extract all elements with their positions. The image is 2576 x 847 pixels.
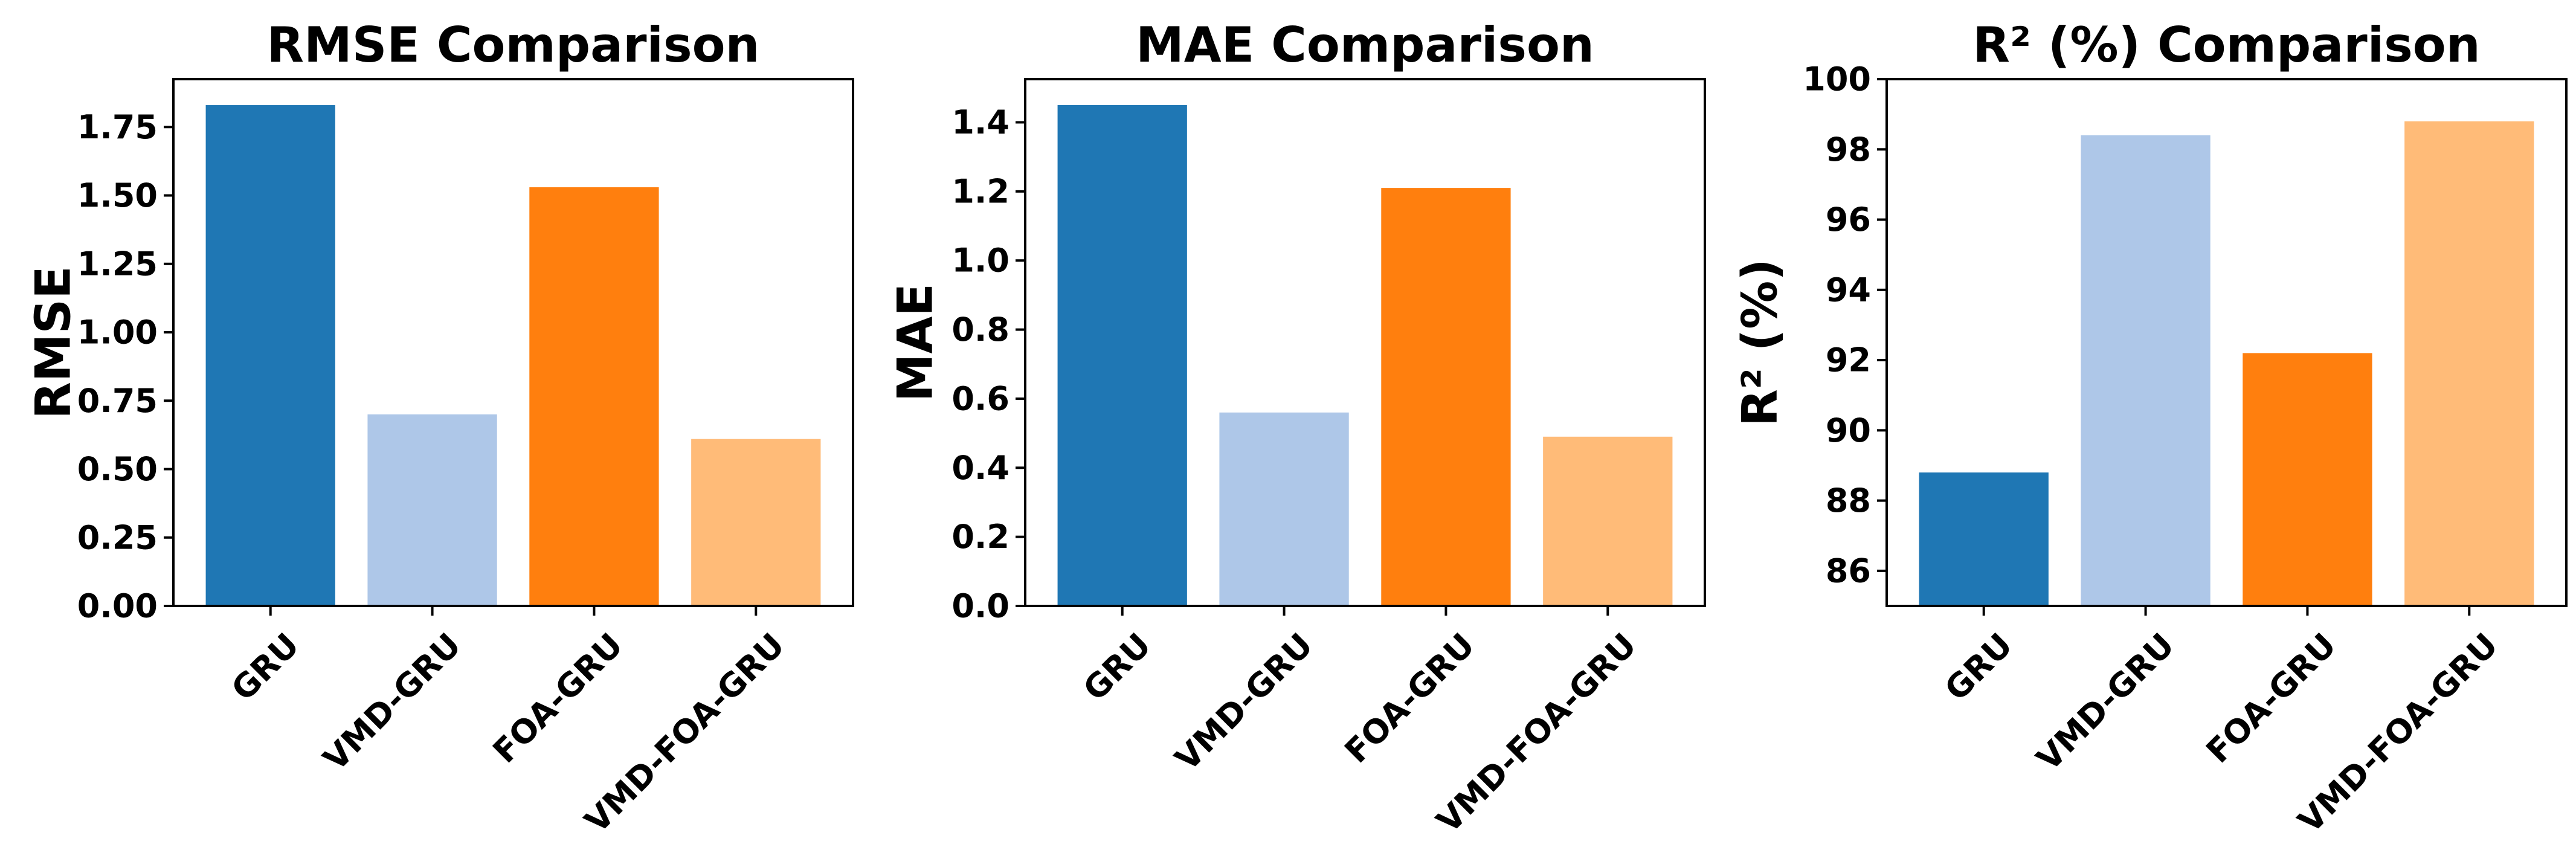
bar-vmd-gru — [2081, 135, 2211, 607]
y-tick-label: 1.25 — [77, 245, 158, 283]
y-tick-label: 0.75 — [77, 382, 158, 420]
bar-vmd-foa-gru — [691, 439, 821, 606]
y-tick-label: 90 — [1826, 411, 1871, 449]
y-tick-label: 1.2 — [952, 172, 1009, 210]
x-tick-label: FOA-GRU — [1338, 626, 1482, 770]
bar-gru — [205, 105, 335, 607]
y-tick-label: 1.00 — [77, 314, 158, 352]
chart-panel-1: 0.00 0.25 0.50 0.75 1.00 1.25 1.50 1.75 GRU VMD-G… — [25, 17, 854, 840]
y-tick-label: 94 — [1826, 271, 1871, 309]
x-tick-label: GRU — [1937, 626, 2020, 708]
bar-vmd-foa-gru — [1543, 436, 1673, 606]
x-tick-label: VMD-GRU — [316, 626, 468, 778]
plot-frame — [1885, 78, 2568, 607]
bar-foa-gru — [1381, 188, 1511, 606]
chart-title: RMSE Comparison — [266, 17, 759, 73]
y-tick-label: 0.8 — [952, 311, 1009, 349]
x-tick-label: VMD-GRU — [1168, 626, 1320, 778]
y-tick-label: 0.4 — [952, 449, 1009, 487]
y-tick-label: 0.25 — [77, 518, 158, 556]
plot-frame — [172, 78, 854, 607]
plot-frame — [1024, 78, 1706, 607]
y-axis-label: R² (%) — [1732, 259, 1788, 427]
y-tick-label: 1.0 — [952, 242, 1009, 280]
y-tick-label: 1.75 — [77, 108, 158, 146]
y-tick-label: 98 — [1826, 130, 1871, 169]
bar-vmd-foa-gru — [2404, 121, 2534, 606]
chart-title: MAE Comparison — [1136, 17, 1594, 73]
x-tick-label: GRU — [224, 626, 306, 708]
y-tick-label: 86 — [1826, 552, 1871, 590]
y-tick-label: 88 — [1826, 481, 1871, 520]
y-tick-label: 0.2 — [952, 518, 1009, 556]
y-tick-label: 1.50 — [77, 176, 158, 214]
y-tick-label: 0.0 — [952, 587, 1009, 625]
y-tick-label: 92 — [1826, 341, 1871, 379]
x-tick-label: VMD-GRU — [2029, 626, 2182, 778]
bar-foa-gru — [529, 187, 659, 606]
y-axis-label: MAE — [887, 283, 944, 402]
chart-panel-2: 0.0 0.2 0.4 0.6 0.8 1.0 1.2 1.4 GRU VMD-GRU FOA-GR… — [887, 17, 1706, 840]
y-tick-label: 0.6 — [952, 379, 1009, 417]
bar-gru — [1057, 105, 1187, 606]
bar-gru — [1919, 472, 2049, 606]
y-axis-label: RMSE — [25, 266, 82, 419]
chart-title: R² (%) Comparison — [1972, 17, 2480, 73]
x-tick-label: FOA-GRU — [2199, 626, 2343, 770]
bar-vmd-gru — [1219, 412, 1349, 606]
bar-vmd-gru — [367, 414, 497, 606]
y-tick-label: 0.00 — [77, 587, 158, 625]
y-tick-label: 96 — [1826, 201, 1871, 239]
y-tick-label: 1.4 — [952, 103, 1009, 141]
x-tick-label: FOA-GRU — [486, 626, 630, 770]
x-tick-label: GRU — [1076, 626, 1158, 708]
y-tick-label: 100 — [1803, 60, 1871, 98]
bar-foa-gru — [2243, 353, 2372, 606]
y-tick-label: 0.50 — [77, 450, 158, 488]
